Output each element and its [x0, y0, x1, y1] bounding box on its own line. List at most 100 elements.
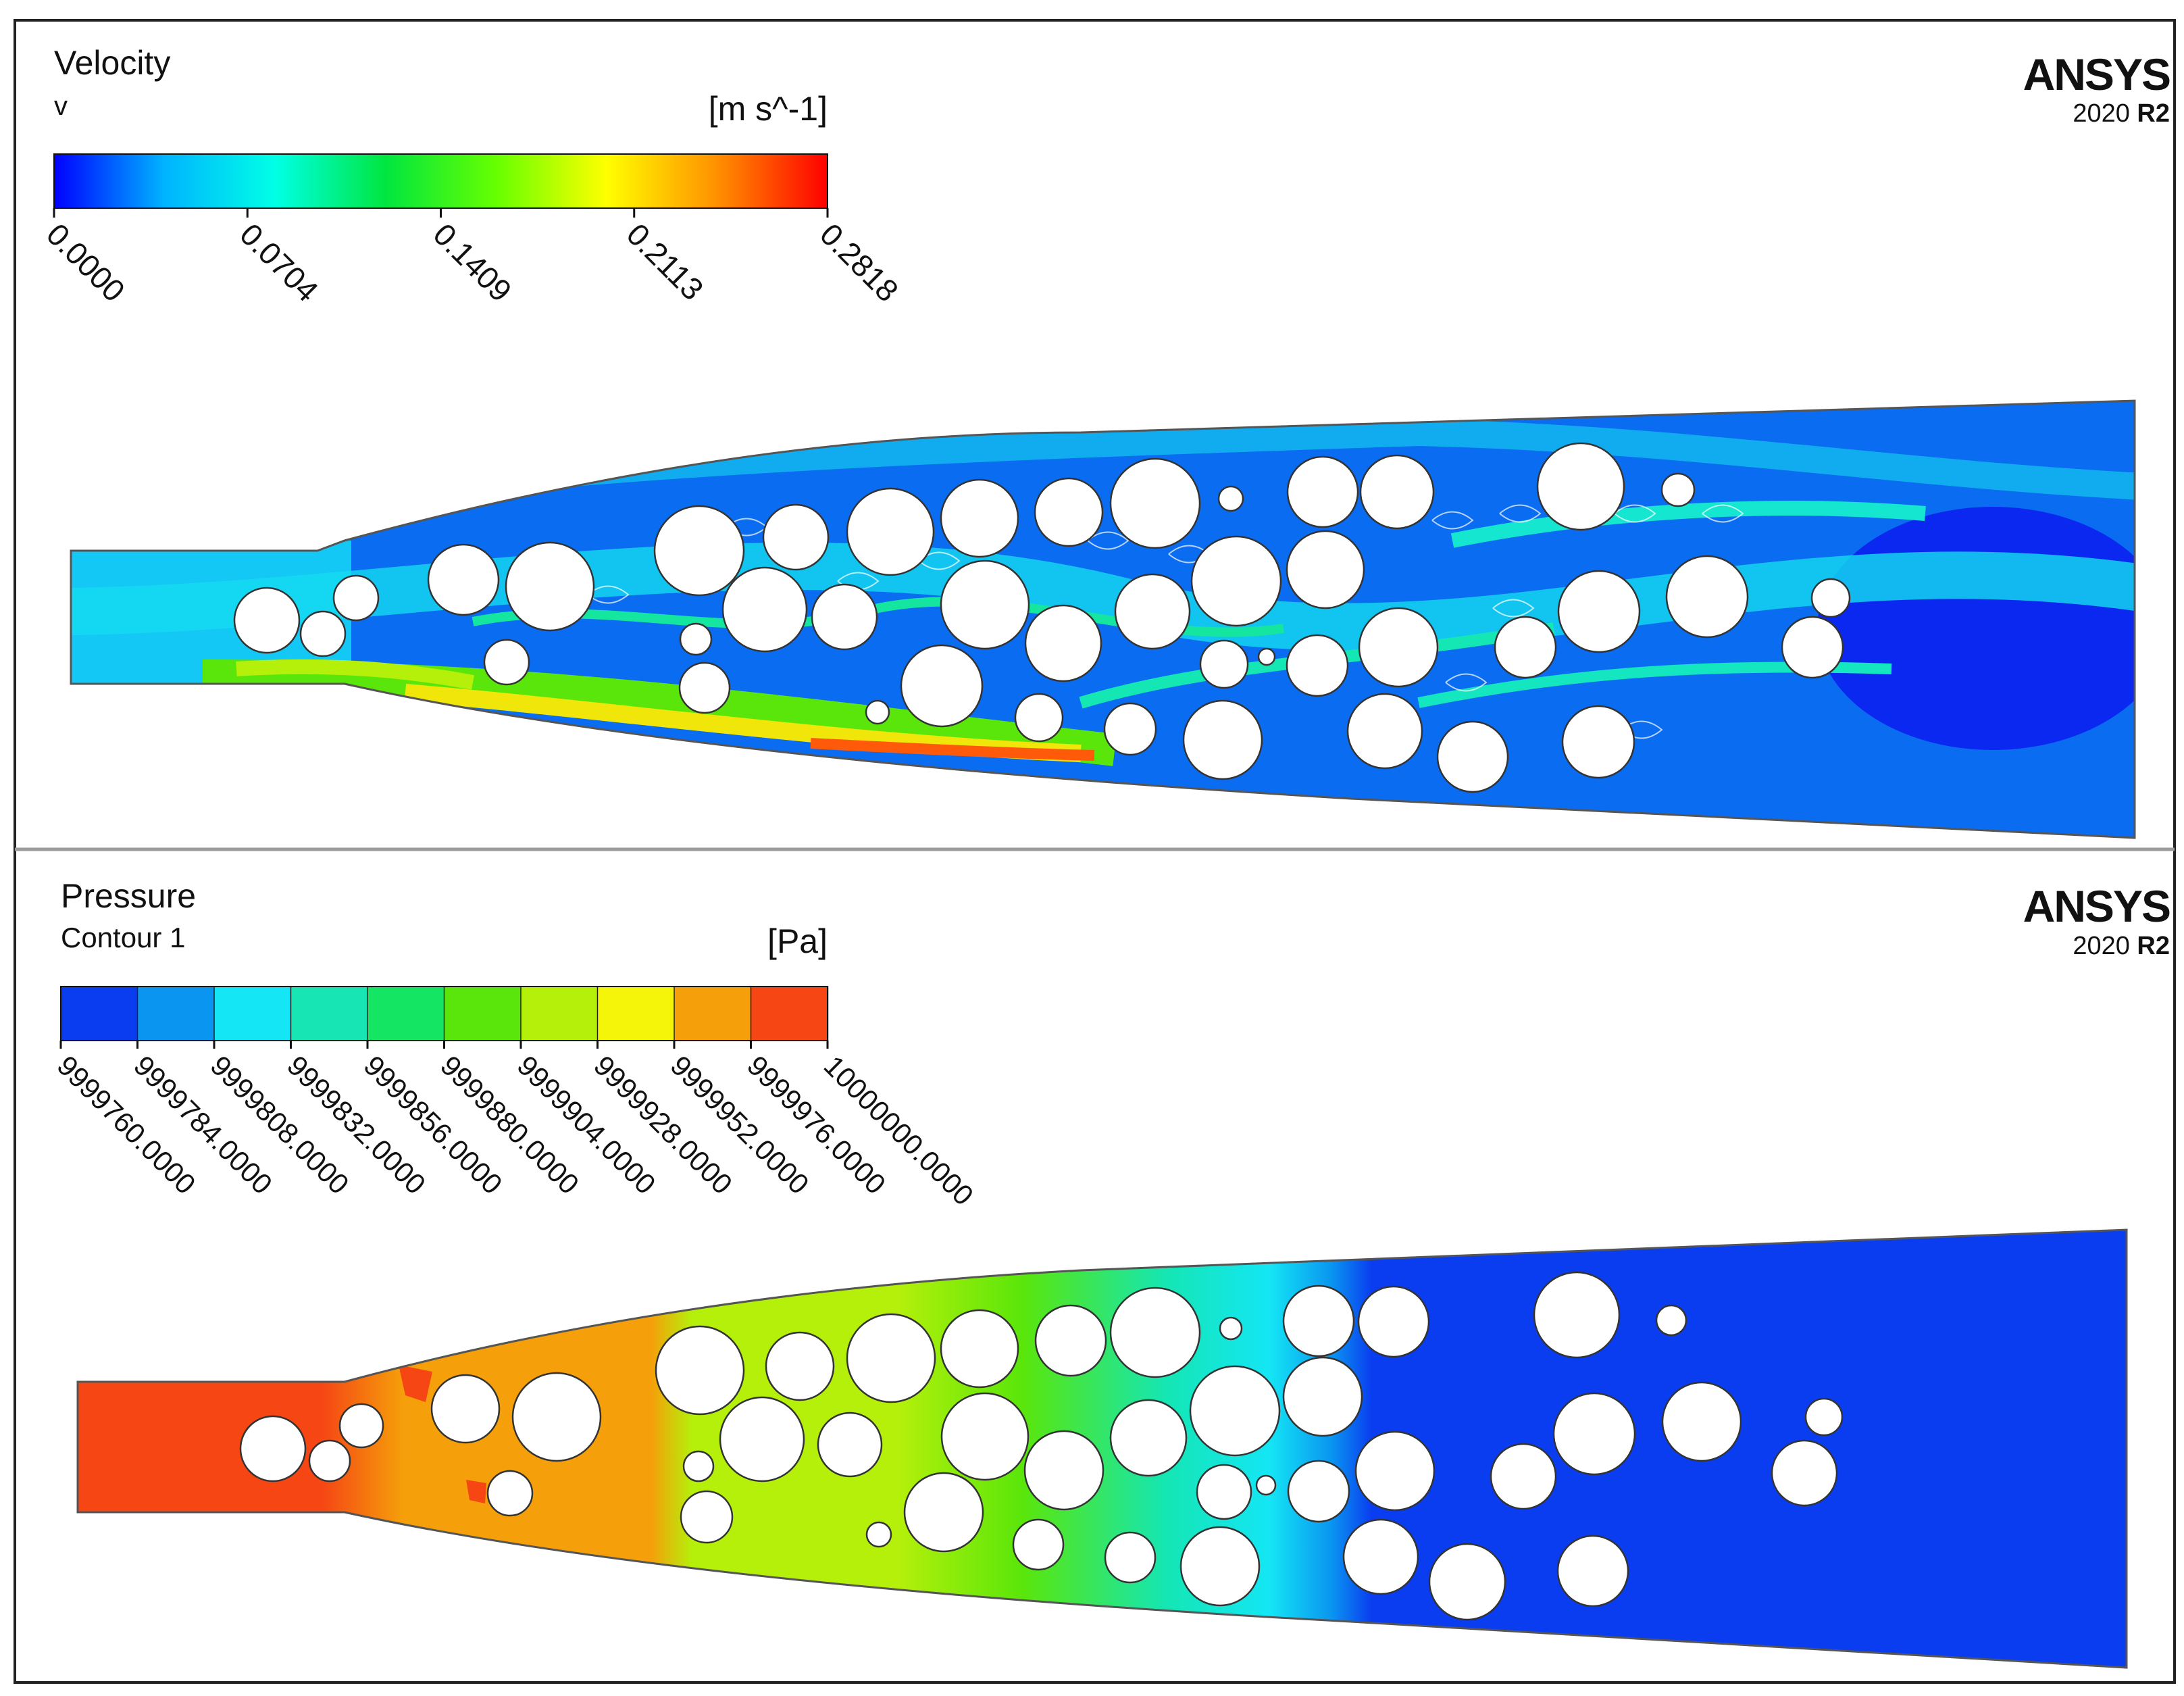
obstacle-circle	[1661, 1381, 1742, 1462]
streamline-swirl	[1614, 504, 1656, 523]
pressure-tick-label: 9999952.0000	[665, 1049, 815, 1200]
obstacle-circle	[678, 662, 731, 714]
pressure-domain-outline	[76, 1228, 2128, 1669]
obstacle-circle	[762, 503, 830, 571]
obstacle-circle	[1286, 530, 1365, 609]
obstacle-circle	[940, 1392, 1030, 1481]
obstacle-circle	[1357, 1285, 1430, 1358]
obstacle-circle	[679, 622, 713, 656]
pressure-band	[136, 986, 215, 1041]
obstacle-circle	[1257, 647, 1276, 666]
obstacle-circle	[1286, 455, 1359, 528]
obstacle-circle	[721, 566, 808, 653]
obstacle-circle	[811, 583, 878, 651]
obstacle-circle	[846, 1313, 936, 1403]
obstacle-circle	[1199, 639, 1249, 689]
figure-frame	[14, 19, 2176, 1684]
velocity-obstacles	[233, 442, 1851, 793]
pressure-band	[443, 986, 522, 1041]
ansys-brand: ANSYS	[2023, 49, 2170, 99]
streamline-swirl	[1702, 504, 1744, 523]
streamline-swirl	[1431, 511, 1474, 530]
obstacle-circle	[1109, 1287, 1201, 1378]
pressure-band	[750, 986, 829, 1041]
obstacle-circle	[940, 478, 1019, 558]
obstacle-circle	[1190, 535, 1282, 627]
obstacle-circle	[1428, 1543, 1506, 1621]
obstacle-circle	[1012, 1518, 1065, 1571]
obstacle-circle	[332, 574, 380, 622]
obstacle-circle	[940, 1309, 1019, 1389]
pressure-tick-label: 9999832.0000	[281, 1049, 432, 1200]
velocity-panel: Velocity v [m s^-1] 0.0000 0.0704 0.1409 0.…	[40, 44, 2171, 839]
obstacle-circle	[505, 541, 595, 632]
obstacle-circle	[846, 487, 935, 576]
obstacle-circle	[1358, 607, 1439, 688]
obstacle-circle	[817, 1412, 883, 1478]
pressure-band	[60, 986, 138, 1041]
obstacle-circle	[1034, 477, 1104, 547]
velocity-tick-label: 0.2113	[620, 216, 711, 307]
streamline-swirl	[1492, 599, 1535, 618]
obstacle-circle	[1219, 1316, 1243, 1341]
obstacle-circle	[1189, 1365, 1281, 1457]
velocity-tick-label: 0.2818	[813, 216, 905, 308]
obstacle-circle	[682, 1450, 715, 1482]
pressure-units: [Pa]	[767, 922, 828, 960]
obstacle-circle	[1354, 1430, 1436, 1512]
pressure-title: Pressure	[61, 877, 196, 915]
pressure-tick-label: 9999880.0000	[434, 1049, 585, 1200]
obstacle-circle	[1282, 1356, 1363, 1437]
ansys-logo-top: ANSYS 2020 R2	[2023, 49, 2171, 128]
obstacle-circle	[430, 1374, 501, 1444]
obstacle-circle	[655, 1325, 745, 1416]
obstacle-circle	[1490, 1443, 1557, 1510]
obstacle-circle	[1109, 1399, 1188, 1477]
obstacle-circle	[900, 644, 984, 728]
obstacle-circle	[1359, 454, 1435, 530]
obstacle-circle	[338, 1403, 384, 1449]
obstacle-circle	[903, 1472, 984, 1553]
obstacle-circle	[1103, 702, 1157, 756]
streamline-swirl	[1087, 531, 1129, 550]
pressure-variable: Contour 1	[61, 922, 185, 953]
pressure-band	[290, 986, 369, 1041]
velocity-units: [m s^-1]	[709, 90, 828, 128]
obstacle-circle	[1781, 616, 1844, 679]
obstacle-circle	[1346, 693, 1423, 770]
obstacle-circle	[1536, 442, 1625, 531]
pressure-colorbar	[60, 986, 829, 1041]
obstacle-circle	[233, 587, 301, 654]
streamline-swirl	[1499, 504, 1542, 523]
obstacle-circle	[1804, 1397, 1844, 1437]
obstacle-circle	[1552, 1392, 1636, 1476]
obstacle-circle	[1557, 570, 1641, 653]
obstacle-circle	[1109, 457, 1201, 549]
velocity-tick-label: 0.0000	[40, 216, 132, 308]
obstacle-circle	[1655, 1304, 1687, 1337]
pressure-band	[674, 986, 752, 1041]
obstacle-circle	[1665, 555, 1749, 639]
pressure-tick-label: 9999856.0000	[358, 1049, 509, 1200]
velocity-domain-outline	[70, 399, 2136, 839]
obstacle-circle	[1034, 1304, 1107, 1377]
obstacle-circle	[765, 1331, 835, 1401]
obstacle-circle	[1436, 720, 1509, 793]
velocity-colorbar	[53, 153, 828, 209]
ansys-brand: ANSYS	[2023, 881, 2170, 931]
obstacle-circle	[486, 1470, 534, 1517]
obstacle-circle	[1014, 693, 1064, 743]
pressure-tick-label: 9999904.0000	[511, 1049, 662, 1200]
obstacle-circle	[1494, 616, 1557, 679]
obstacle-circle	[1556, 1535, 1629, 1607]
streamline-swirl	[587, 585, 630, 604]
velocity-title: Velocity	[54, 44, 170, 82]
streamline-swirl	[1445, 673, 1488, 692]
obstacle-circle	[1023, 1430, 1104, 1511]
pressure-tick-label: 9999928.0000	[588, 1049, 738, 1200]
obstacle-circle	[299, 610, 347, 657]
obstacle-circle	[719, 1396, 805, 1482]
obstacle-circle	[427, 543, 500, 616]
velocity-contour-domain	[71, 401, 2135, 838]
